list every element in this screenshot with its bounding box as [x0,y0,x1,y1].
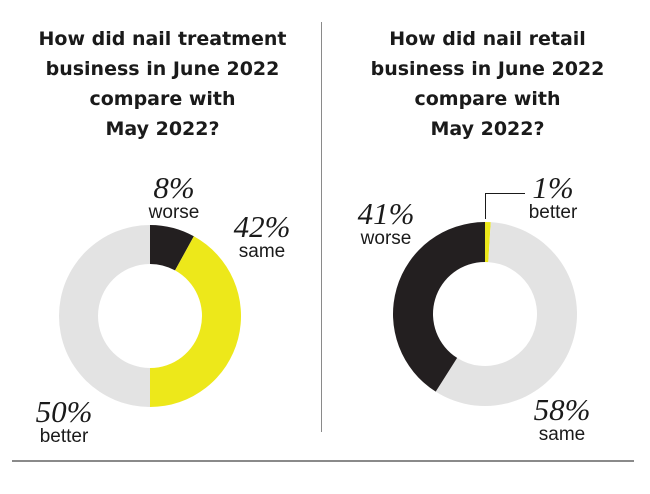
chart-panel-treatment: How did nail treatment business in June … [0,24,325,446]
title-line: May 2022? [105,118,220,140]
panel-divider [321,22,322,432]
slice-percent: 1% [532,170,574,205]
donut-slice-better [485,222,491,263]
donut-chart-treatment [59,225,241,407]
donut-slice-same [435,222,577,406]
donut-chart-retail [393,222,577,406]
title-line: How did nail retail [389,28,586,50]
slice-percent: 8% [153,170,195,205]
footer-rule [12,460,634,462]
slice-percent: 58% [533,392,591,427]
chart-title-treatment: How did nail treatment business in June … [0,24,325,144]
slice-percent: 42% [233,209,291,244]
slice-category: better [528,202,578,223]
donut-slice-worse [150,225,194,271]
donut-slice-better [59,225,150,407]
chart-panel-retail: How did nail retail business in June 202… [325,0,650,494]
title-line: compare with [414,88,561,110]
slice-label-better: 50% better [24,396,104,446]
leader-line [485,193,525,194]
title-line: May 2022? [430,118,545,140]
leader-line [485,193,486,219]
slice-label-worse: 8% worse [134,172,214,222]
slice-percent: 50% [35,394,93,429]
slice-category: same [238,241,286,262]
slice-label-worse: 41% worse [346,198,426,248]
slice-category: worse [360,228,412,249]
title-line: compare with [89,88,236,110]
chart-title-retail: How did nail retail business in June 202… [325,24,650,144]
slice-category: better [39,426,89,447]
slice-label-better: 1% better [513,172,593,222]
donut-slice-worse [393,222,485,392]
slice-category: worse [148,202,200,223]
slice-category: same [538,424,586,445]
title-line: business in June 2022 [370,58,605,80]
title-line: How did nail treatment [38,28,287,50]
title-line: business in June 2022 [45,58,280,80]
slice-label-same: 42% same [222,211,302,261]
slice-percent: 41% [357,196,415,231]
slice-label-same: 58% same [522,394,602,444]
donut-slice-same [150,236,241,407]
